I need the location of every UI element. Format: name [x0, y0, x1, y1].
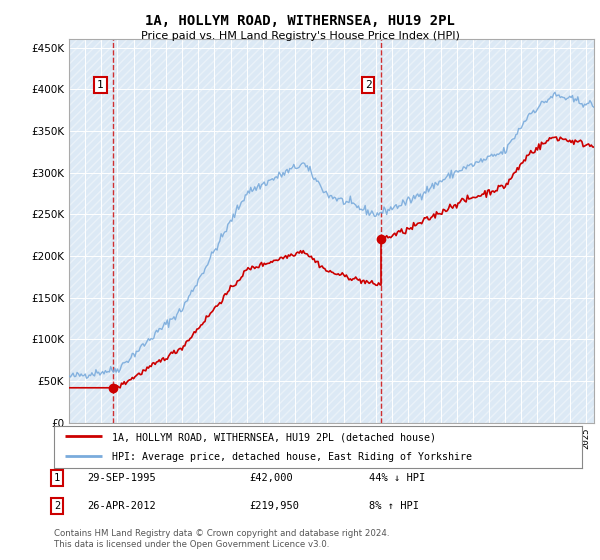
Text: 8% ↑ HPI: 8% ↑ HPI [369, 501, 419, 511]
Text: £42,000: £42,000 [249, 473, 293, 483]
Text: Price paid vs. HM Land Registry's House Price Index (HPI): Price paid vs. HM Land Registry's House … [140, 31, 460, 41]
Text: HPI: Average price, detached house, East Riding of Yorkshire: HPI: Average price, detached house, East… [112, 452, 472, 462]
Text: 2: 2 [365, 80, 372, 90]
Text: 29-SEP-1995: 29-SEP-1995 [87, 473, 156, 483]
Text: 2: 2 [54, 501, 60, 511]
Text: 1: 1 [97, 80, 104, 90]
Text: 44% ↓ HPI: 44% ↓ HPI [369, 473, 425, 483]
Text: Contains HM Land Registry data © Crown copyright and database right 2024.
This d: Contains HM Land Registry data © Crown c… [54, 529, 389, 549]
Text: 26-APR-2012: 26-APR-2012 [87, 501, 156, 511]
Text: 1A, HOLLYM ROAD, WITHERNSEA, HU19 2PL (detached house): 1A, HOLLYM ROAD, WITHERNSEA, HU19 2PL (d… [112, 432, 436, 442]
Text: 1: 1 [54, 473, 60, 483]
Text: £219,950: £219,950 [249, 501, 299, 511]
Text: 1A, HOLLYM ROAD, WITHERNSEA, HU19 2PL: 1A, HOLLYM ROAD, WITHERNSEA, HU19 2PL [145, 14, 455, 28]
